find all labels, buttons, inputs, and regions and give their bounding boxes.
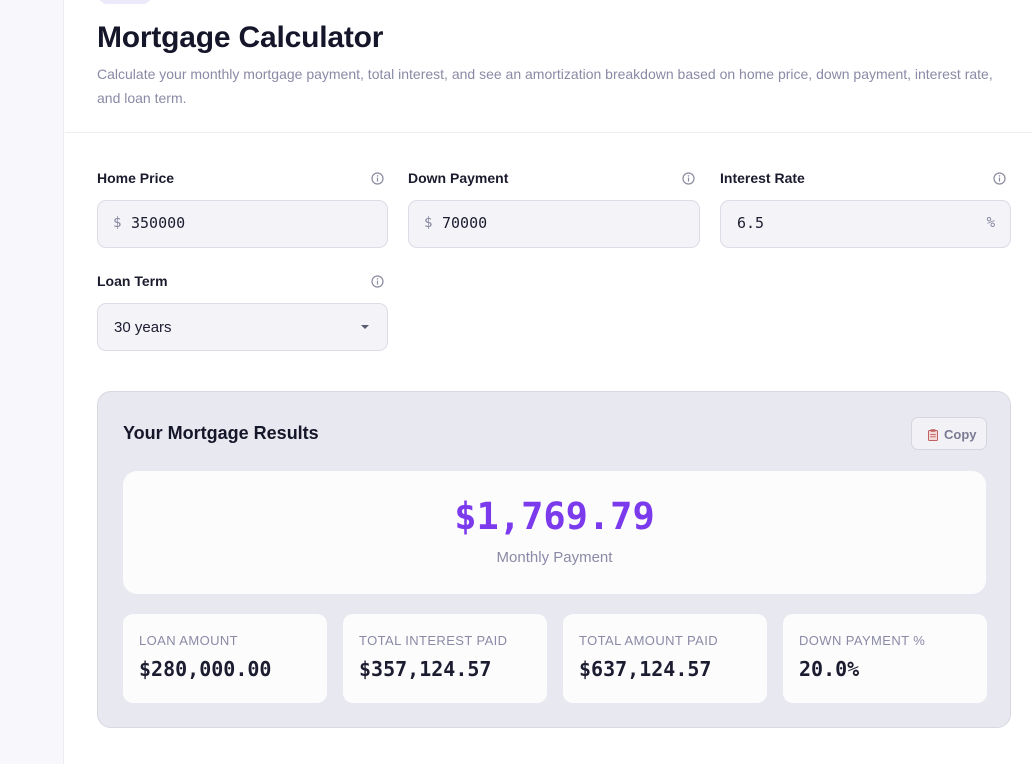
interest-rate-value: 6.5 (737, 214, 765, 232)
home-price-label: Home Price (97, 170, 175, 186)
stat-label: DOWN PAYMENT % (799, 633, 926, 648)
page-title: Mortgage Calculator (97, 21, 384, 54)
info-icon[interactable] (682, 172, 695, 185)
stat-value: 20.0% (799, 657, 860, 681)
interest-rate-input[interactable]: 6.5 % (720, 200, 1011, 248)
stat-label: TOTAL INTEREST PAID (359, 633, 508, 648)
loan-term-select[interactable]: 30 years (97, 303, 388, 351)
info-icon[interactable] (371, 275, 384, 288)
home-price-value: 350000 (131, 214, 186, 232)
sidebar (0, 0, 64, 764)
page-subtitle: Calculate your monthly mortgage payment,… (97, 66, 993, 106)
clipboard-icon (928, 429, 938, 441)
home-price-input[interactable]: $ 350000 (97, 200, 388, 248)
currency-prefix: $ (424, 215, 433, 231)
stat-value: $280,000.00 (139, 657, 272, 681)
down-payment-value: 70000 (442, 214, 488, 232)
down-payment-label: Down Payment (408, 170, 509, 186)
stat-value: $637,124.57 (579, 657, 712, 681)
page-header: Mortgage Calculator Calculate your month… (65, 0, 1032, 133)
percent-suffix: % (986, 215, 995, 231)
interest-rate-label: Interest Rate (720, 170, 805, 186)
loan-term-label: Loan Term (97, 273, 168, 289)
loan-term-selected: 30 years (114, 319, 172, 336)
stat-card-loan-amount: LOAN AMOUNT $280,000.00 (123, 614, 327, 703)
top-badge (99, 0, 151, 4)
stat-label: LOAN AMOUNT (139, 633, 239, 648)
copy-button[interactable]: Copy (911, 417, 987, 450)
monthly-payment-label: Monthly Payment (496, 549, 613, 566)
results-panel: Your Mortgage Results Copy $1,769.79 Mon… (97, 391, 1011, 728)
stat-card-total-amount: TOTAL AMOUNT PAID $637,124.57 (563, 614, 767, 703)
stat-card-total-interest: TOTAL INTEREST PAID $357,124.57 (343, 614, 547, 703)
currency-prefix: $ (113, 215, 122, 231)
monthly-payment-value: $1,769.79 (454, 495, 655, 538)
stat-card-down-payment-percent: DOWN PAYMENT % 20.0% (783, 614, 987, 703)
results-title: Your Mortgage Results (123, 423, 319, 443)
down-payment-input[interactable]: $ 70000 (408, 200, 700, 248)
main-content: Mortgage Calculator Calculate your month… (65, 0, 1032, 764)
info-icon[interactable] (993, 172, 1006, 185)
stat-label: TOTAL AMOUNT PAID (579, 633, 718, 648)
copy-button-label: Copy (944, 427, 977, 442)
monthly-payment-card: $1,769.79 Monthly Payment (123, 471, 986, 594)
stat-value: $357,124.57 (359, 657, 492, 681)
info-icon[interactable] (371, 172, 384, 185)
chevron-down-icon (361, 325, 369, 329)
